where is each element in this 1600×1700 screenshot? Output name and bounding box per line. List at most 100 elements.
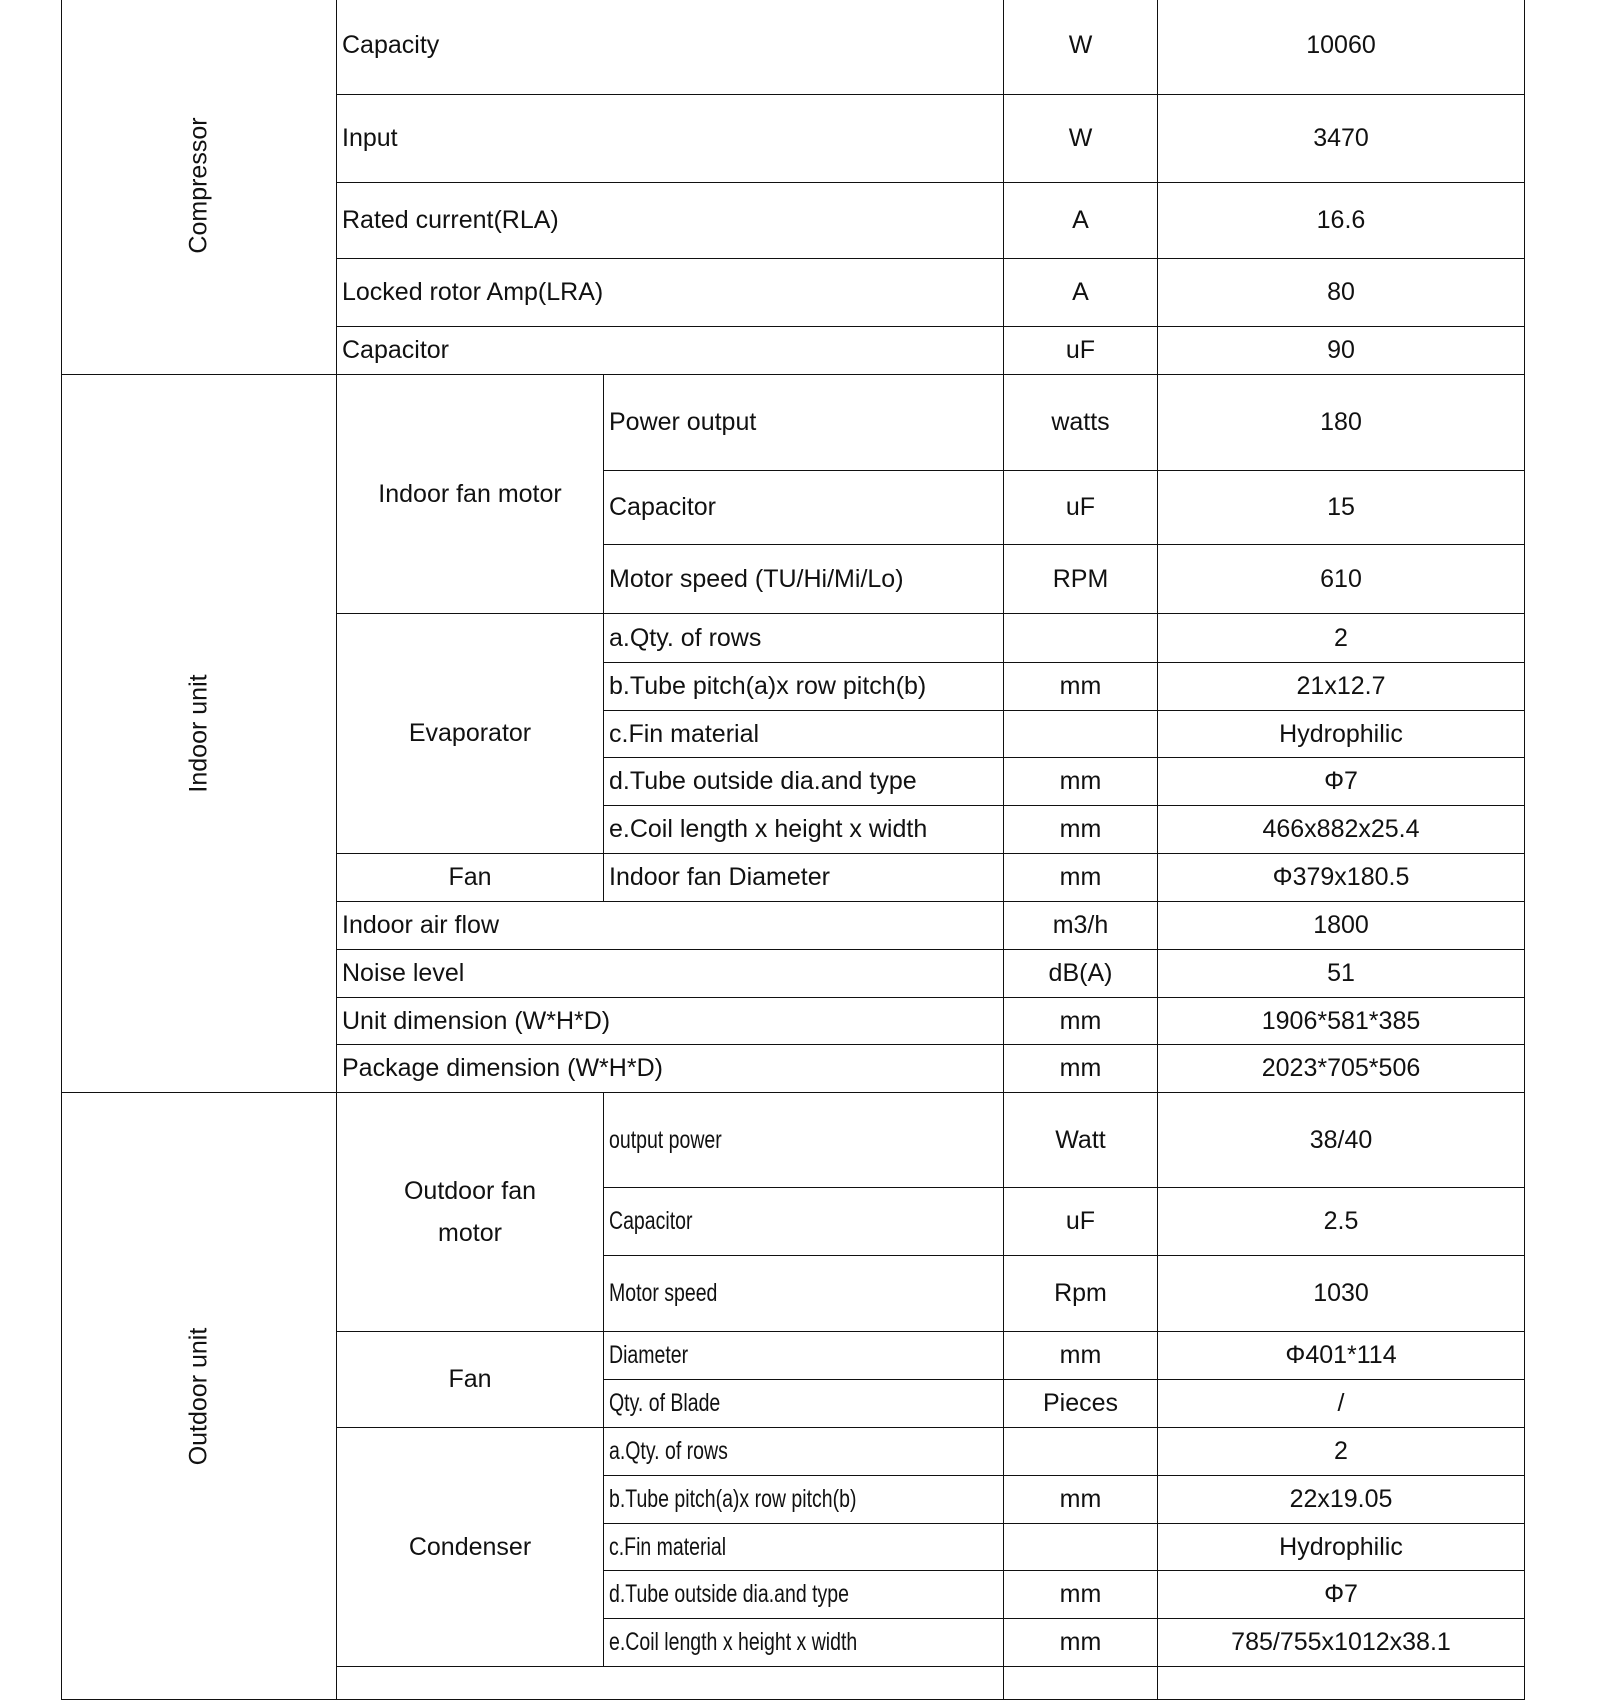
value-cell: Φ7 [1157, 1570, 1525, 1619]
unit-cell-text: mm [1059, 672, 1102, 700]
value-cell: 1906*581*385 [1157, 997, 1525, 1045]
value-cell: 21x12.7 [1157, 662, 1525, 711]
unit-cell-text: mm [1059, 1054, 1102, 1082]
value-cell-text: Φ7 [1324, 1580, 1358, 1608]
group-compressor-text: Compressor [184, 117, 213, 254]
unit-cell-text: mm [1059, 1341, 1102, 1369]
unit-cell [1003, 613, 1158, 663]
subgroup-evaporator-text: Evaporator [408, 719, 532, 747]
param-cell-text: output power [609, 1125, 722, 1154]
unit-cell-text: Pieces [1042, 1389, 1119, 1417]
param-cell-text: Motor speed (TU/Hi/Mi/Lo) [609, 564, 904, 593]
param-cell: Motor speed (TU/Hi/Mi/Lo) [603, 544, 1004, 614]
group-outdoor-unit-text: Outdoor unit [184, 1327, 213, 1465]
group-indoor-unit: Indoor unit [61, 374, 337, 1093]
group-compressor: Compressor [61, 0, 337, 375]
param-cell-text: Qty. of Blade [609, 1389, 721, 1417]
param-cell-text: Capacitor [609, 1207, 693, 1235]
value-cell-text: 10060 [1306, 31, 1376, 59]
subgroup-indoor-fan-motor: Indoor fan motor [336, 374, 604, 614]
value-cell-text: Φ7 [1324, 767, 1358, 795]
unit-cell-text: W [1068, 124, 1093, 152]
value-cell: 610 [1157, 544, 1525, 614]
value-cell: 51 [1157, 949, 1525, 998]
value-cell: 16.6 [1157, 182, 1525, 259]
param-cell-text: a.Qty. of rows [609, 1437, 728, 1465]
param-cell: Diameter [603, 1331, 1004, 1380]
param-cell-text: e.Coil length x height x width [609, 815, 928, 843]
value-cell: 2.5 [1157, 1187, 1525, 1256]
param-cell: d.Tube outside dia.and type [603, 757, 1004, 806]
unit-cell-text: uF [1065, 336, 1096, 364]
unit-cell: dB(A) [1003, 949, 1158, 998]
param-cell: Unit dimension (W*H*D) [336, 997, 1004, 1045]
unit-cell-text: Rpm [1054, 1279, 1107, 1307]
param-cell: c.Fin material [603, 1523, 1004, 1571]
subgroup-condenser-text: Condenser [408, 1532, 532, 1561]
subgroup-indoor-fan-text: Fan [448, 863, 492, 891]
unit-cell-text: W [1068, 31, 1093, 59]
param-cell: Capacitor [603, 470, 1004, 545]
unit-cell-text: uF [1065, 493, 1096, 521]
value-cell: Hydrophilic [1157, 1523, 1525, 1571]
param-cell: a.Qty. of rows [603, 613, 1004, 663]
unit-cell [1003, 1427, 1158, 1476]
value-cell: Φ401*114 [1157, 1331, 1525, 1380]
group-outdoor-unit: Outdoor unit [61, 1092, 337, 1700]
value-cell-text: 51 [1327, 959, 1355, 987]
param-cell: Capacitor [336, 326, 1004, 375]
value-cell-text: 90 [1327, 336, 1355, 364]
value-cell-text: 2023*705*506 [1261, 1054, 1421, 1082]
param-cell: Motor speed [603, 1255, 1004, 1332]
unit-cell: mm [1003, 757, 1158, 806]
value-cell-text: Hydrophilic [1279, 719, 1403, 748]
unit-cell: RPM [1003, 544, 1158, 614]
param-cell: Indoor air flow [336, 901, 1004, 950]
param-cell-text: Capacitor [609, 493, 716, 521]
param-cell-text: Noise level [342, 959, 465, 987]
value-cell-text: 15 [1327, 493, 1355, 521]
value-cell: 38/40 [1157, 1092, 1525, 1188]
subgroup-condenser: Condenser [336, 1427, 604, 1667]
unit-cell-text: A [1072, 206, 1089, 234]
value-cell-text: / [1337, 1389, 1345, 1417]
value-cell: 180 [1157, 374, 1525, 471]
unit-cell-text: dB(A) [1048, 959, 1113, 987]
unit-cell-text: m3/h [1052, 911, 1109, 939]
unit-cell: mm [1003, 1331, 1158, 1380]
param-cell-text: b.Tube pitch(a)x row pitch(b) [609, 672, 927, 700]
value-cell-text: 2.5 [1323, 1207, 1359, 1235]
param-cell-text: c.Fin material [609, 1532, 727, 1561]
unit-cell-text: watts [1051, 408, 1110, 436]
param-cell: b.Tube pitch(a)x row pitch(b) [603, 662, 1004, 711]
param-cell: Qty. of Blade [603, 1379, 1004, 1428]
unit-cell: mm [1003, 1475, 1158, 1524]
group-indoor-unit-text: Indoor unit [184, 674, 213, 793]
param-cell: Capacity [336, 0, 1004, 95]
param-cell: Indoor fan Diameter [603, 853, 1004, 902]
value-cell: 15 [1157, 470, 1525, 545]
unit-cell: uF [1003, 326, 1158, 375]
value-cell: 2 [1157, 1427, 1525, 1476]
unit-cell: Rpm [1003, 1255, 1158, 1332]
unit-cell: A [1003, 182, 1158, 259]
value-cell: 2023*705*506 [1157, 1044, 1525, 1093]
value-cell: 785/755x1012x38.1 [1157, 1618, 1525, 1667]
value-cell-text: 2 [1334, 623, 1348, 652]
value-cell: / [1157, 1379, 1525, 1428]
unit-cell-text: Watt [1055, 1125, 1106, 1154]
subgroup-outdoor-fan-motor: Outdoor fan motor [336, 1092, 604, 1332]
value-cell-text: Φ401*114 [1285, 1341, 1397, 1369]
value-cell: 2 [1157, 613, 1525, 663]
unit-cell-text: mm [1059, 1580, 1102, 1608]
param-cell-text: e.Coil length x height x width [609, 1628, 858, 1656]
unit-cell: mm [1003, 662, 1158, 711]
param-cell-text: Input [342, 124, 398, 152]
unit-cell: mm [1003, 997, 1158, 1045]
unit-cell: mm [1003, 853, 1158, 902]
value-cell: Φ379x180.5 [1157, 853, 1525, 902]
unit-cell: watts [1003, 374, 1158, 471]
subgroup-evaporator: Evaporator [336, 613, 604, 854]
param-cell-text: Capacity [342, 31, 440, 59]
param-cell-text: Indoor fan Diameter [609, 863, 830, 891]
